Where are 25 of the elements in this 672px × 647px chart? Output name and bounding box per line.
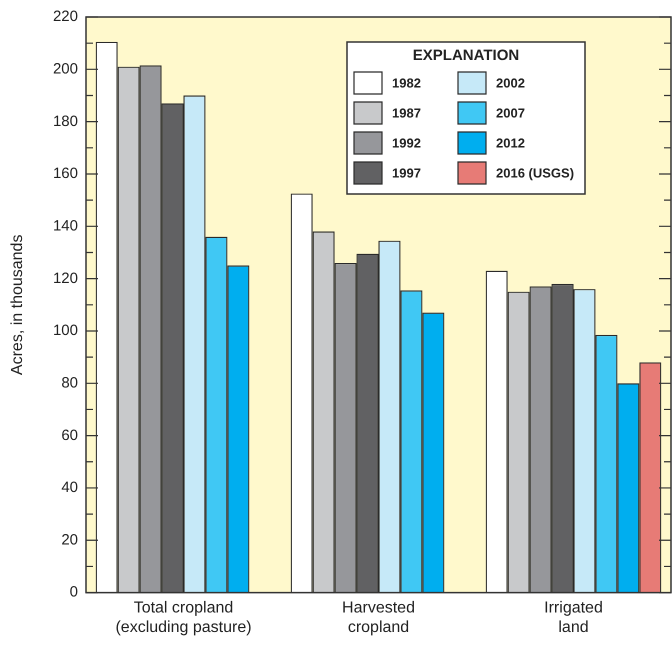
y-tick-label: 160 [52,165,78,182]
y-tick-label: 40 [61,479,78,496]
legend-label: 2007 [496,106,525,121]
x-tick-label: Harvested cropland [342,600,415,636]
y-tick-label: 60 [61,426,78,444]
y-axis-title: Acres, in thousands [9,234,26,376]
legend-title: EXPLANATION [412,47,520,64]
y-tick-label: 200 [52,60,78,78]
legend-label: 1982 [392,76,421,91]
legend-label: 1987 [392,106,421,121]
legend-label: 2016 (USGS) [496,166,574,181]
y-tick-label: 0 [70,584,78,601]
legend-label: 2002 [496,76,525,91]
legend-label: 1992 [392,136,421,151]
y-tick-label: 120 [52,270,78,287]
y-tick-label: 220 [52,8,78,26]
y-tick-label: 140 [52,217,78,234]
x-tick-label: Total cropland (excluding pasture) [115,600,252,636]
legend-label: 1997 [392,166,421,181]
y-tick-label: 80 [61,374,78,392]
y-tick-label: 20 [61,531,78,548]
y-tick-label: 180 [52,112,78,130]
legend-label: 2012 [496,136,525,151]
x-tick-label: Irrigated land [544,600,603,636]
y-tick-label: 100 [52,322,78,340]
